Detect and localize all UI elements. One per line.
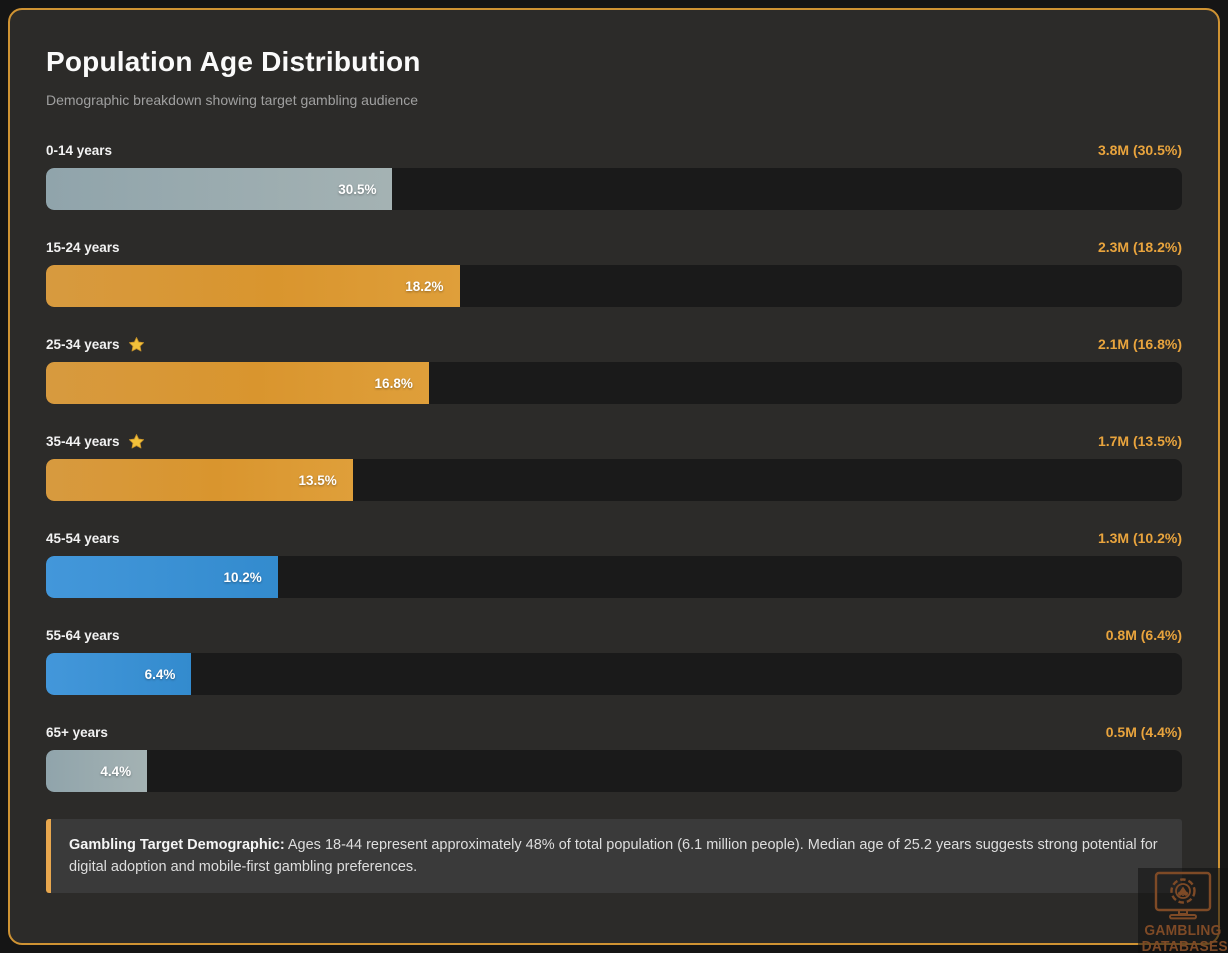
bar-percentage-label: 4.4% xyxy=(100,763,132,779)
bar-row: 65+ years 0.5M (4.4%) 4.4% xyxy=(46,722,1182,792)
watermark-line2: DATABASES xyxy=(1141,938,1228,953)
age-group-label: 65+ years xyxy=(46,724,108,740)
bar-fill: 6.4% xyxy=(46,653,192,695)
chart-card: Population Age Distribution Demographic … xyxy=(8,8,1220,945)
gambling-monitor-icon xyxy=(1154,871,1212,920)
bar-track: 18.2% xyxy=(46,265,1182,307)
bar-track: 30.5% xyxy=(46,168,1182,210)
value-label: 0.5M (4.4%) xyxy=(1105,724,1182,740)
bar-percentage-label: 13.5% xyxy=(298,472,337,488)
bar-row: 35-44 years 1.7M (13.5%) 13.5% xyxy=(46,431,1182,501)
bar-row: 45-54 years 1.3M (10.2%) 10.2% xyxy=(46,528,1182,598)
page-title: Population Age Distribution xyxy=(46,46,421,77)
bar-row: 25-34 years 2.1M (16.8%) 16.8% xyxy=(46,334,1182,404)
bar-track: 10.2% xyxy=(46,556,1182,598)
age-group-label: 45-54 years xyxy=(46,530,120,546)
value-label: 1.7M (13.5%) xyxy=(1097,433,1182,449)
value-label: 0.8M (6.4%) xyxy=(1105,627,1182,643)
bar-row: 0-14 years 3.8M (30.5%) 30.5% xyxy=(46,140,1182,210)
insight-title: Gambling Target Demographic: xyxy=(69,837,285,853)
bar-row-header: 25-34 years 2.1M (16.8%) xyxy=(46,334,1182,354)
bar-percentage-label: 16.8% xyxy=(374,375,413,391)
value-label: 2.1M (16.8%) xyxy=(1097,336,1182,352)
bar-fill: 16.8% xyxy=(46,362,429,404)
bar-track: 6.4% xyxy=(46,653,1182,695)
bar-row: 55-64 years 0.8M (6.4%) 6.4% xyxy=(46,625,1182,695)
bar-track: 13.5% xyxy=(46,459,1182,501)
value-label: 1.3M (10.2%) xyxy=(1097,530,1182,546)
bar-row-header: 55-64 years 0.8M (6.4%) xyxy=(46,625,1182,645)
insight-body: Ages 18-44 represent approximately 48% o… xyxy=(69,837,1158,875)
bar-row-header: 45-54 years 1.3M (10.2%) xyxy=(46,528,1182,548)
age-group-label: 35-44 years xyxy=(46,433,120,449)
bar-fill: 13.5% xyxy=(46,459,353,501)
bar-percentage-label: 18.2% xyxy=(405,278,444,294)
bar-chart: 0-14 years 3.8M (30.5%) 30.5% 15-24 year… xyxy=(46,140,1182,792)
value-label: 2.3M (18.2%) xyxy=(1097,239,1182,255)
bar-percentage-label: 6.4% xyxy=(144,666,176,682)
bar-track: 4.4% xyxy=(46,750,1182,792)
star-icon xyxy=(128,433,144,448)
age-group-label: 25-34 years xyxy=(46,336,120,352)
bar-row-header: 65+ years 0.5M (4.4%) xyxy=(46,722,1182,742)
bar-row-header: 35-44 years 1.7M (13.5%) xyxy=(46,431,1182,451)
watermark-logo: GAMBLING DATABASES xyxy=(1138,868,1228,953)
star-icon xyxy=(128,336,144,351)
insight-callout: Gambling Target Demographic: Ages 18-44 … xyxy=(46,819,1182,893)
page-subtitle: Demographic breakdown showing target gam… xyxy=(46,92,419,108)
bar-fill: 4.4% xyxy=(46,750,148,792)
age-group-label: 15-24 years xyxy=(46,239,120,255)
bar-fill: 18.2% xyxy=(46,265,460,307)
bar-fill: 30.5% xyxy=(46,168,393,210)
value-label: 3.8M (30.5%) xyxy=(1097,142,1182,158)
bar-percentage-label: 30.5% xyxy=(338,181,377,197)
bar-row-header: 0-14 years 3.8M (30.5%) xyxy=(46,140,1182,160)
bar-fill: 10.2% xyxy=(46,556,278,598)
watermark-line1: GAMBLING xyxy=(1144,922,1222,939)
bar-row: 15-24 years 2.3M (18.2%) 18.2% xyxy=(46,237,1182,307)
age-group-label: 55-64 years xyxy=(46,627,120,643)
bar-track: 16.8% xyxy=(46,362,1182,404)
bar-percentage-label: 10.2% xyxy=(223,569,262,585)
bar-row-header: 15-24 years 2.3M (18.2%) xyxy=(46,237,1182,257)
age-group-label: 0-14 years xyxy=(46,142,113,158)
